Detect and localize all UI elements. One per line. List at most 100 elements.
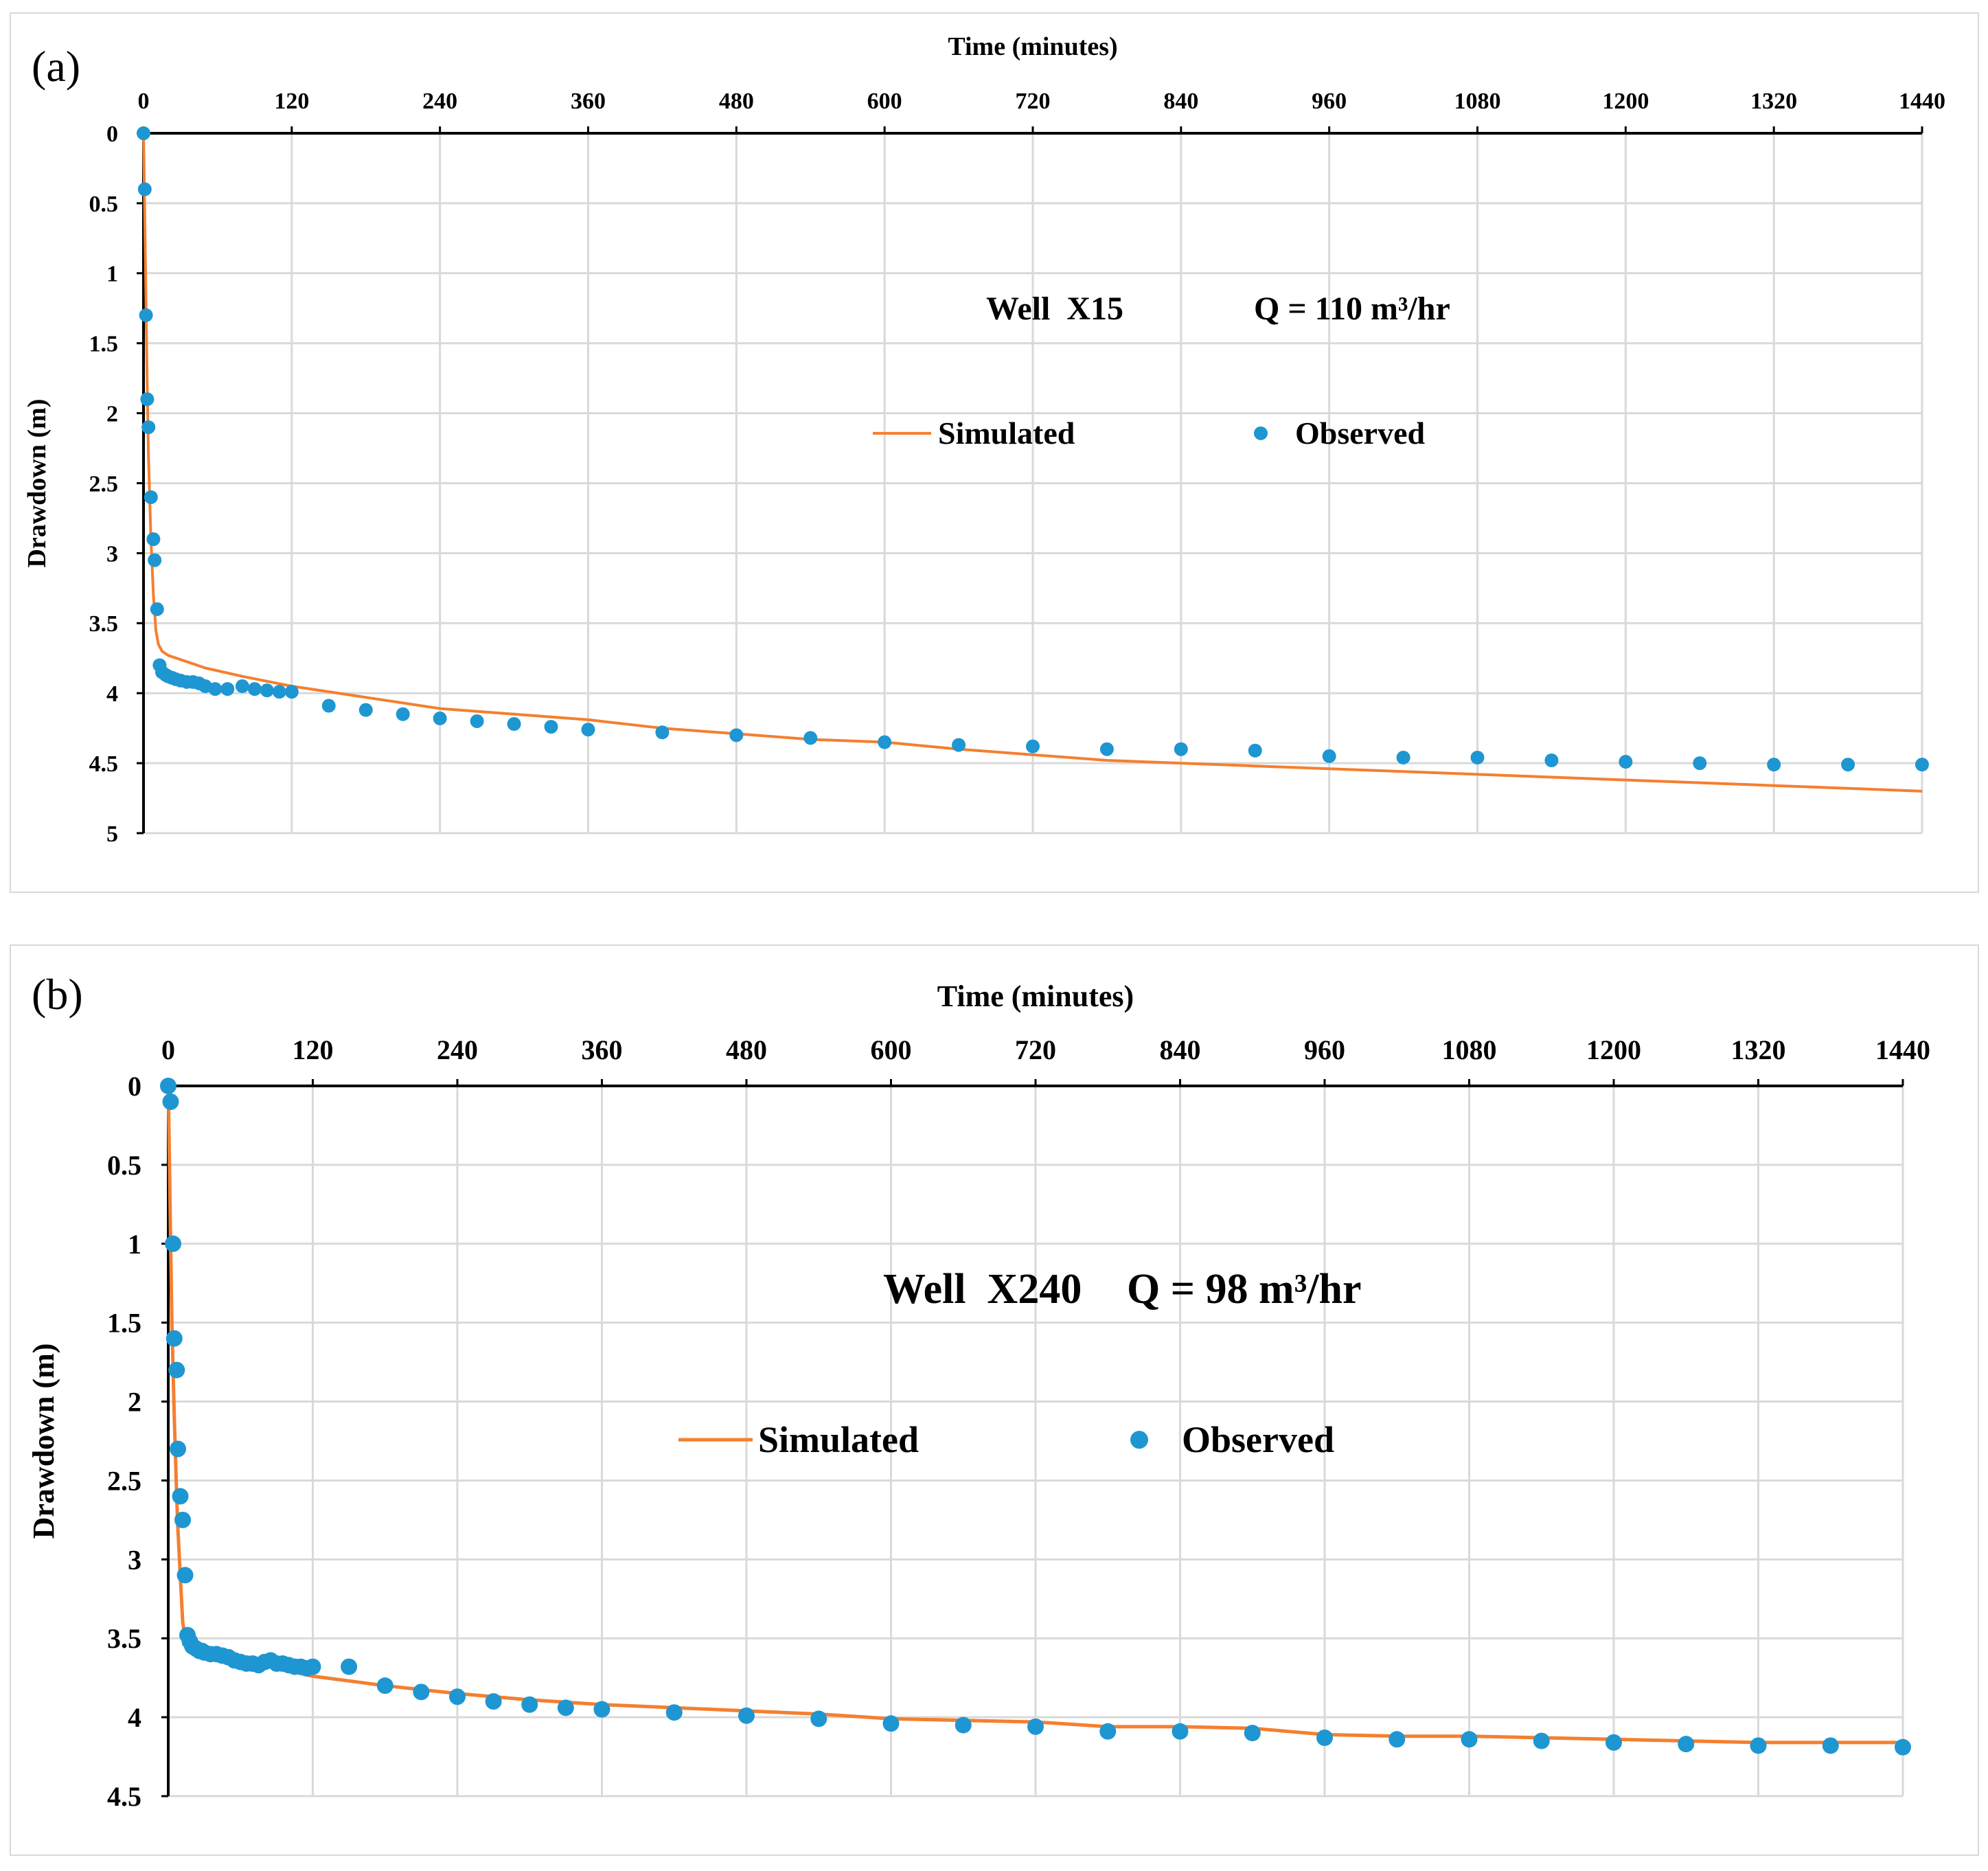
- y-tick-label: 4: [128, 1702, 141, 1733]
- y-axis-title: Drawdown (m): [23, 399, 52, 568]
- observed-point: [140, 392, 155, 407]
- chart-b-svg: 0 120 240 360 480 600 720 840 960 1080 1200 1320 144…: [27, 979, 1930, 1812]
- observed-point: [321, 699, 336, 713]
- discharge-annotation: Q = 110 m³/hr: [1254, 291, 1450, 327]
- y-tick-label: 0.5: [107, 1150, 141, 1181]
- observed-point: [260, 683, 274, 698]
- well-annotation: Well X240: [883, 1266, 1082, 1313]
- observed-point: [1026, 739, 1040, 753]
- x-tick-label: 360: [571, 89, 606, 114]
- y-tick-label: 4: [106, 681, 118, 707]
- legend-simulated-label: Simulated: [938, 416, 1075, 451]
- y-tick-label: 4.5: [89, 751, 119, 777]
- y-tick-label: 1: [106, 262, 118, 287]
- observed-point: [150, 602, 164, 616]
- observed-point: [141, 420, 156, 434]
- observed-point: [284, 685, 299, 699]
- observed-point: [172, 1488, 189, 1505]
- observed-point: [174, 1511, 192, 1528]
- x-tick-label: 1080: [1442, 1034, 1497, 1065]
- panel-label-a: (a): [32, 42, 81, 91]
- observed-point: [729, 728, 744, 742]
- observed-point: [738, 1707, 755, 1724]
- y-tick-label: 0: [106, 122, 118, 147]
- observed-point: [137, 126, 150, 140]
- observed-point: [1172, 1723, 1189, 1740]
- observed-point: [413, 1683, 430, 1701]
- x-tick-label: 120: [293, 1034, 334, 1065]
- x-tick-label: 720: [1015, 1034, 1056, 1065]
- observed-point: [655, 725, 670, 740]
- observed-point: [176, 1567, 194, 1584]
- y-tick-label: 5: [106, 821, 118, 847]
- observed-point: [1693, 756, 1707, 771]
- observed-point: [247, 682, 262, 696]
- y-tick-label: 2: [128, 1387, 141, 1418]
- x-tick-label: 0: [138, 89, 150, 114]
- y-tick-label: 3.5: [89, 611, 119, 637]
- observed-point: [1619, 755, 1633, 769]
- legend-observed-label: Observed: [1295, 416, 1426, 451]
- y-tick-label: 2: [106, 402, 118, 427]
- x-tick-label: 1320: [1750, 89, 1797, 114]
- observed-point: [952, 738, 966, 752]
- observed-point: [1915, 758, 1929, 772]
- observed-point: [1822, 1737, 1839, 1754]
- observed-point: [139, 308, 153, 322]
- observed-point: [235, 679, 249, 694]
- observed-point: [358, 703, 373, 717]
- legend-observed-label: Observed: [1182, 1419, 1334, 1460]
- observed-point: [1174, 742, 1188, 756]
- x-tick-label: 240: [437, 1034, 478, 1065]
- x-tick-label: 1440: [1899, 89, 1945, 114]
- observed-point: [1248, 743, 1262, 758]
- observed-point: [162, 1093, 179, 1110]
- panel-label-b: (b): [32, 970, 83, 1019]
- chart-a-svg: 0 120 240 360 480 600 720 840 960 1080 1200 1320 144…: [23, 32, 1945, 847]
- x-tick-label: 480: [726, 1034, 767, 1065]
- observed-point: [544, 720, 558, 734]
- observed-point: [810, 1710, 827, 1727]
- x-tick-label: 1200: [1602, 89, 1649, 114]
- observed-point: [165, 1235, 182, 1252]
- x-axis-title: Time (minutes): [937, 979, 1134, 1013]
- y-tick-label: 2.5: [107, 1465, 141, 1496]
- legend-a: Simulated Observed: [873, 416, 1426, 451]
- x-tick-label: 1440: [1875, 1034, 1930, 1065]
- observed-point: [168, 1361, 185, 1379]
- observed-point: [1099, 1723, 1117, 1740]
- observed-point: [1389, 1731, 1406, 1748]
- observed-point: [144, 490, 158, 504]
- observed-point: [1767, 758, 1781, 772]
- y-tick-label: 1: [128, 1229, 141, 1260]
- observed-point: [137, 182, 152, 196]
- observed-point: [304, 1658, 321, 1675]
- y-tick-label: 3.5: [107, 1623, 141, 1654]
- y-tick-label: 1.5: [89, 332, 119, 357]
- observed-point: [1322, 749, 1336, 763]
- x-tick-label: 0: [161, 1034, 175, 1065]
- well-annotation: Well X15: [986, 291, 1123, 327]
- discharge-annotation: Q = 98 m³/hr: [1127, 1266, 1362, 1313]
- x-tick-label: 480: [719, 89, 754, 114]
- x-tick-label: 840: [1160, 1034, 1201, 1065]
- y-axis-title: Drawdown (m): [27, 1343, 60, 1539]
- legend-b: Simulated Observed: [678, 1419, 1334, 1460]
- simulated-series-line: [142, 133, 1923, 793]
- observed-point: [1750, 1737, 1767, 1754]
- observed-point: [485, 1693, 502, 1710]
- x-tick-label: 1080: [1454, 89, 1501, 114]
- observed-point: [665, 1704, 683, 1721]
- y-tick-label: 0: [128, 1071, 141, 1102]
- observed-point: [165, 1330, 183, 1347]
- observed-point: [1396, 750, 1410, 764]
- chart-panel-a: (a) 0 120 240 360 480 600 720 840 960 1080 1200 132…: [10, 12, 1979, 893]
- observed-point: [1027, 1718, 1044, 1735]
- x-tick-label: 600: [867, 89, 902, 114]
- observed-point: [1544, 753, 1559, 768]
- y-tick-label: 3: [106, 541, 118, 567]
- observed-point: [803, 731, 818, 745]
- x-tick-label: 1320: [1731, 1034, 1786, 1065]
- observed-point: [955, 1716, 972, 1734]
- y-tick-label: 0.5: [89, 192, 119, 217]
